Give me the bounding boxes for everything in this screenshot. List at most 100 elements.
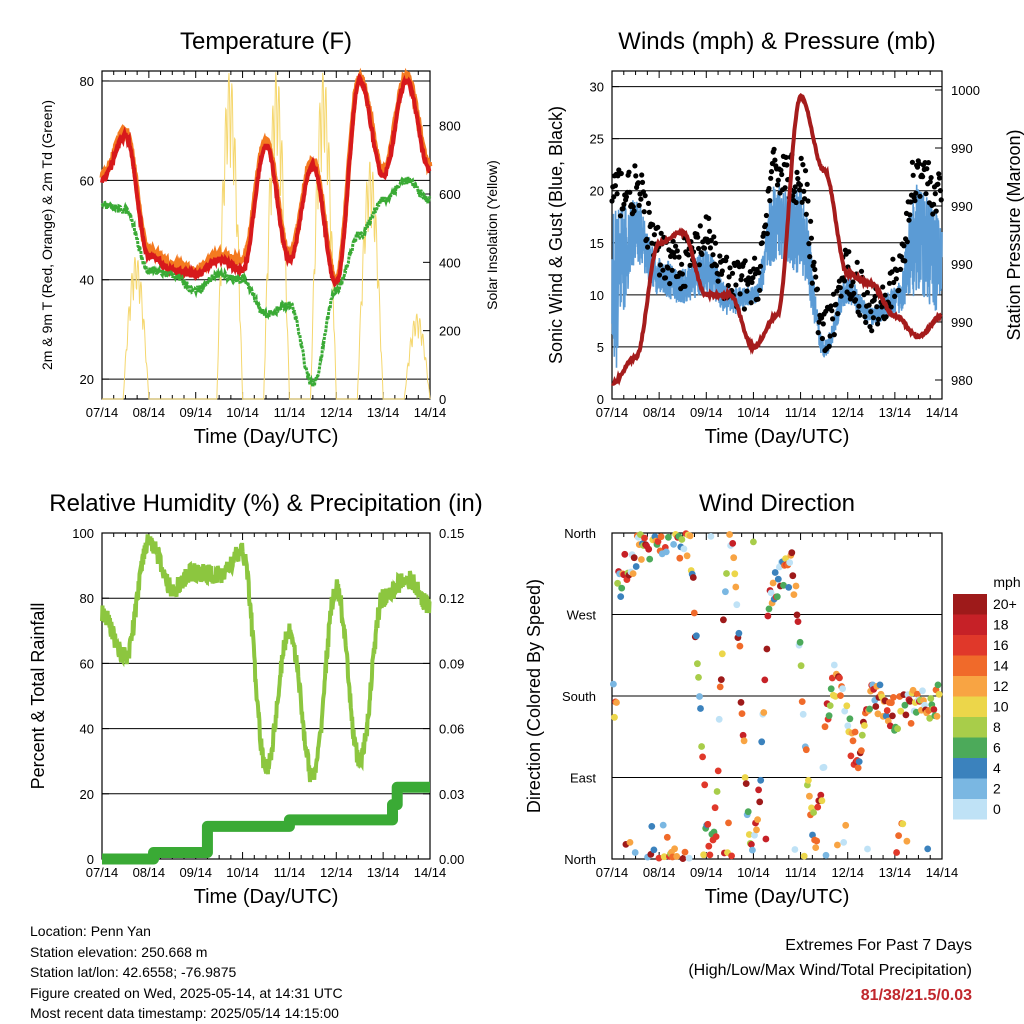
gust-point: [768, 169, 775, 175]
direction-point: [621, 550, 629, 558]
direction-point: [780, 581, 787, 589]
y2-tick-label: 400: [439, 255, 461, 270]
x-tick-label: 12/14: [831, 865, 864, 880]
gust-point: [931, 201, 937, 207]
gust-point: [913, 190, 919, 196]
direction-point: [894, 725, 901, 733]
x-tick-label: 08/14: [133, 405, 166, 420]
direction-point: [846, 715, 854, 723]
direction-point: [630, 554, 638, 562]
y-tick-label: 0: [87, 852, 94, 867]
legend-label: 14: [993, 658, 1009, 674]
x-tick-label: 11/14: [274, 405, 306, 420]
gust-point: [729, 270, 736, 276]
direction-point: [934, 681, 942, 689]
extremes-values: 81/38/21.5/0.03: [860, 987, 972, 1004]
direction-point: [695, 674, 702, 681]
direction-point: [694, 660, 701, 668]
direction-point: [817, 791, 825, 799]
extremes-title: Extremes For Past 7 Days: [785, 937, 972, 954]
direction-point: [834, 841, 841, 849]
y2-tick-label: 990: [951, 257, 973, 272]
gust-point: [854, 259, 860, 265]
x-tick-label: 10/14: [226, 405, 259, 420]
direction-point: [610, 680, 617, 688]
direction-point: [919, 687, 926, 695]
gust-point: [738, 277, 744, 283]
gust-point: [633, 173, 639, 179]
gust-point: [907, 212, 913, 218]
gust-point: [676, 254, 682, 260]
x-tick-label: 11/14: [785, 405, 817, 420]
direction-point: [762, 835, 770, 843]
direction-point: [861, 722, 868, 729]
gust-point: [936, 171, 942, 177]
gust-point: [763, 222, 769, 228]
panel-humidity: Relative Humidity (%) & Precipitation (i…: [28, 490, 483, 908]
direction-point: [841, 707, 849, 715]
direction-point: [825, 712, 833, 720]
gust-point: [635, 180, 641, 186]
direction-point: [840, 839, 848, 846]
x-tick-label: 11/14: [274, 865, 306, 880]
gust-point: [838, 293, 844, 299]
y2-tick-label: 990: [951, 199, 973, 214]
y2-tick-label: 0.06: [439, 722, 464, 737]
direction-point: [735, 629, 743, 637]
gust-point: [656, 272, 663, 278]
x-tick-label: 07/14: [596, 865, 629, 880]
direction-point: [854, 764, 862, 772]
x-tick-label: 07/14: [86, 405, 119, 420]
panel-direction: Wind Direction 07/14 08/14 09/14 10/14 11/14 1…: [524, 490, 958, 908]
direction-point: [935, 690, 943, 698]
gust-point: [724, 254, 730, 260]
gust-point: [612, 183, 619, 189]
gust-point: [808, 235, 815, 241]
y2-tick-label: 0.03: [439, 787, 464, 802]
gust-point: [699, 251, 705, 257]
direction-point: [754, 816, 761, 823]
direction-point: [893, 849, 900, 856]
x-axis-label: Time (Day/UTC): [705, 426, 850, 448]
gust-point: [830, 316, 836, 322]
gust-point: [614, 191, 620, 197]
y2-tick-label: 0: [439, 392, 446, 407]
precip-series: [102, 781, 430, 865]
gust-point: [642, 193, 648, 199]
legend-swatch: [953, 737, 987, 758]
gust-point: [890, 256, 896, 262]
gust-point: [819, 335, 826, 342]
direction-point: [648, 823, 656, 830]
direction-point: [773, 593, 781, 601]
extremes-box: Extremes For Past 7 Days (High/Low/Max W…: [688, 933, 972, 1008]
gust-point: [793, 199, 799, 206]
direction-point: [855, 758, 863, 765]
direction-point: [714, 767, 722, 775]
gust-point: [888, 304, 894, 310]
direction-point: [847, 752, 855, 760]
y2-tick-label: 990: [951, 141, 973, 156]
gust-point: [804, 181, 810, 187]
y-tick-label: 0: [597, 392, 604, 407]
x-tick-label: 14/14: [926, 405, 959, 420]
gust-point: [850, 279, 856, 285]
legend-label: 18: [993, 617, 1009, 633]
x-tick-label: 09/14: [179, 865, 212, 880]
direction-point: [726, 531, 733, 538]
direction-point: [706, 851, 714, 859]
gust-point: [875, 321, 881, 327]
gust-point: [930, 211, 936, 217]
legend-label: 8: [993, 719, 1001, 735]
direction-point: [771, 569, 779, 576]
direction-point: [753, 826, 760, 834]
direction-point: [741, 774, 749, 781]
gust-point: [809, 280, 815, 286]
gust-point: [912, 198, 918, 204]
gust-point: [924, 166, 930, 172]
direction-point: [872, 703, 880, 710]
direction-point: [686, 532, 694, 540]
gust-point: [864, 289, 871, 296]
direction-point: [650, 846, 658, 854]
direction-point: [888, 699, 895, 707]
chart-title: Wind Direction: [699, 490, 855, 517]
